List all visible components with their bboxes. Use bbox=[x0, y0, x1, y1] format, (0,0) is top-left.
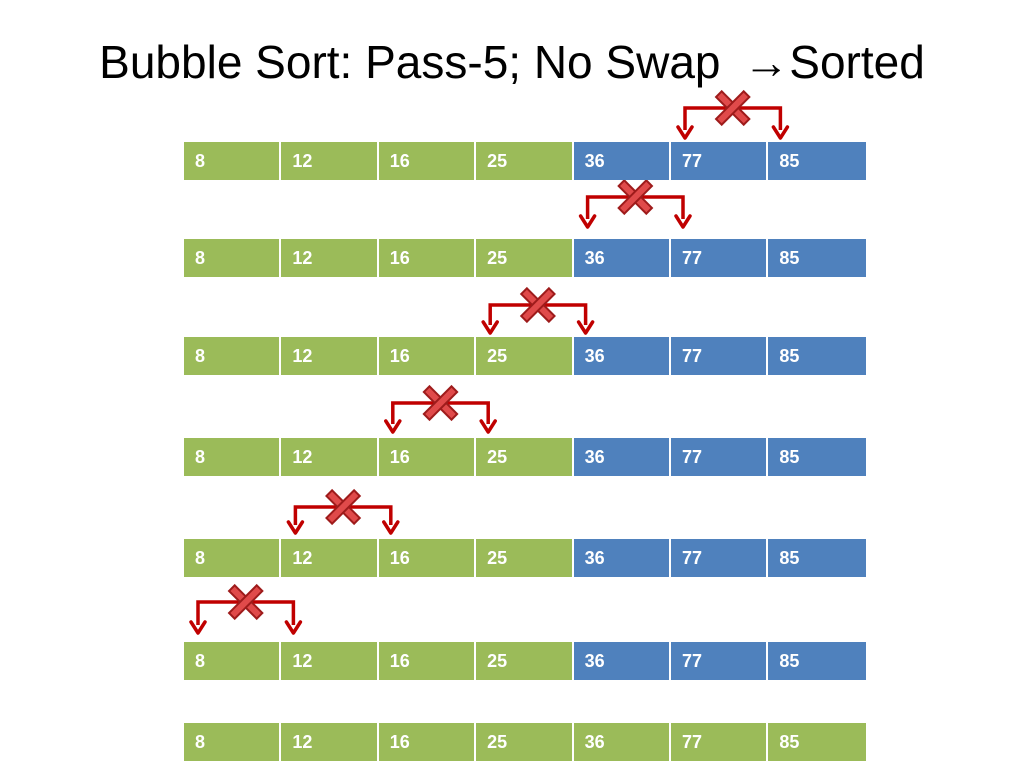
array-cell: 12 bbox=[281, 642, 379, 680]
arrow-head-icon bbox=[284, 620, 303, 635]
array-cell: 85 bbox=[768, 723, 866, 761]
array-row-3: 8 12 16 25 36 77 85 bbox=[184, 337, 866, 375]
array-cell: 25 bbox=[476, 438, 574, 476]
arrow-head-icon bbox=[578, 214, 597, 229]
array-cell: 85 bbox=[768, 142, 866, 180]
array-cell: 16 bbox=[378, 642, 477, 680]
array-cell: 85 bbox=[768, 337, 866, 375]
array-cell: 8 bbox=[184, 642, 282, 680]
array-cell: 36 bbox=[573, 337, 671, 375]
array-cell: 12 bbox=[281, 142, 379, 180]
array-cell: 77 bbox=[670, 239, 769, 277]
array-cell: 8 bbox=[184, 723, 282, 761]
array-row-1: 8 12 16 25 36 77 85 bbox=[184, 142, 866, 180]
array-row-6: 8 12 16 25 36 77 85 bbox=[184, 642, 866, 680]
arrow-head-icon bbox=[481, 320, 499, 335]
array-cell: 16 bbox=[378, 239, 477, 277]
array-cell: 36 bbox=[573, 723, 671, 761]
arrow-head-icon bbox=[384, 419, 402, 434]
no-swap-x-icon bbox=[325, 488, 362, 526]
array-cell: 77 bbox=[670, 337, 769, 375]
no-swap-x-icon bbox=[714, 89, 751, 127]
arrow-head-icon bbox=[286, 520, 305, 535]
array-cell: 12 bbox=[281, 539, 379, 577]
arrow-head-icon bbox=[382, 520, 400, 535]
no-swap-x-icon bbox=[617, 178, 654, 216]
array-cell: 85 bbox=[768, 642, 866, 680]
array-row-5: 8 12 16 25 36 77 85 bbox=[184, 539, 866, 577]
array-cell: 8 bbox=[184, 239, 282, 277]
array-cell: 12 bbox=[281, 337, 379, 375]
slide-title: Bubble Sort: Pass-5; No Swap →Sorted bbox=[0, 30, 1024, 94]
array-cell: 77 bbox=[670, 723, 769, 761]
no-swap-x-icon bbox=[227, 583, 264, 621]
array-cell: 25 bbox=[476, 239, 574, 277]
array-cell: 16 bbox=[378, 142, 477, 180]
array-cell: 25 bbox=[476, 337, 574, 375]
array-cell: 77 bbox=[670, 142, 769, 180]
title-text: Bubble Sort: Pass-5; No Swap bbox=[99, 36, 734, 88]
arrow-head-icon bbox=[189, 620, 207, 635]
arrow-head-icon bbox=[479, 419, 497, 434]
array-cell: 25 bbox=[476, 723, 574, 761]
array-cell: 85 bbox=[768, 539, 866, 577]
array-cell: 77 bbox=[670, 642, 769, 680]
array-cell: 77 bbox=[670, 438, 769, 476]
array-cell: 16 bbox=[378, 438, 477, 476]
arrow-head-icon bbox=[676, 125, 694, 140]
array-cell: 77 bbox=[670, 539, 769, 577]
array-cell: 12 bbox=[281, 239, 379, 277]
array-cell: 8 bbox=[184, 337, 282, 375]
array-cell: 85 bbox=[768, 438, 866, 476]
arrow-head-icon bbox=[576, 320, 595, 335]
array-cell: 36 bbox=[573, 239, 671, 277]
arrow-head-icon bbox=[771, 125, 790, 140]
array-cell: 25 bbox=[476, 539, 574, 577]
array-cell: 36 bbox=[573, 642, 671, 680]
array-cell: 8 bbox=[184, 142, 282, 180]
array-cell: 12 bbox=[281, 438, 379, 476]
arrow-head-icon bbox=[674, 214, 692, 229]
no-swap-x-icon bbox=[422, 384, 459, 422]
title-suffix: Sorted bbox=[789, 36, 925, 88]
array-cell: 8 bbox=[184, 539, 282, 577]
array-row-2: 8 12 16 25 36 77 85 bbox=[184, 239, 866, 277]
array-row-7: 8 12 16 25 36 77 85 bbox=[184, 723, 866, 761]
array-cell: 16 bbox=[378, 539, 477, 577]
array-cell: 12 bbox=[281, 723, 379, 761]
array-cell: 25 bbox=[476, 142, 574, 180]
array-cell: 36 bbox=[573, 438, 671, 476]
right-arrow-icon: → bbox=[743, 36, 790, 88]
array-cell: 36 bbox=[573, 142, 671, 180]
array-cell: 16 bbox=[378, 723, 477, 761]
array-row-4: 8 12 16 25 36 77 85 bbox=[184, 438, 866, 476]
array-cell: 25 bbox=[476, 642, 574, 680]
array-cell: 85 bbox=[768, 239, 866, 277]
array-cell: 16 bbox=[378, 337, 477, 375]
array-cell: 36 bbox=[573, 539, 671, 577]
no-swap-x-icon bbox=[519, 286, 556, 324]
array-cell: 8 bbox=[184, 438, 282, 476]
